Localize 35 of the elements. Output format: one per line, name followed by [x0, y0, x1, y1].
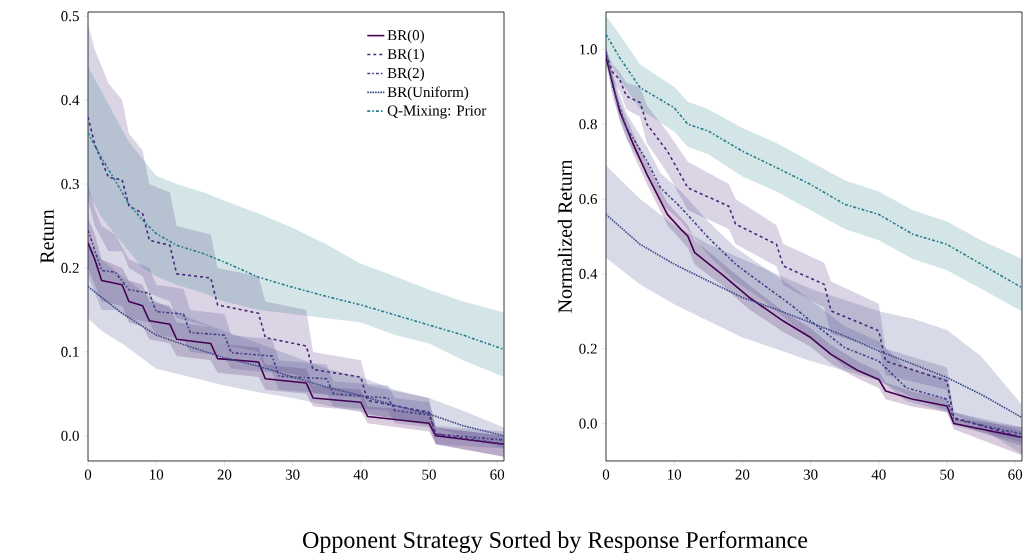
y-tick-label: 0.4: [61, 95, 80, 106]
legend-label: Q-Mixing: Prior: [387, 105, 487, 119]
y-tick-label: 0.5: [61, 11, 79, 22]
x-axis-title: Opponent Strategy Sorted by Response Performance: [303, 530, 808, 554]
x-tick-label: 40: [353, 469, 368, 480]
y-tick-label: 0.0: [579, 418, 597, 429]
legend-label: BR(Uniform): [387, 86, 469, 101]
y-axis-title: Return: [40, 209, 54, 264]
x-tick-label: 40: [871, 469, 886, 480]
legend-label: BR(0): [387, 29, 424, 44]
y-axis-title: Normalized Return: [557, 159, 572, 313]
x-tick-label: 20: [217, 469, 232, 480]
x-tick-label: 10: [668, 469, 682, 480]
x-tick-label: 30: [803, 469, 818, 480]
x-tick-label: 50: [422, 469, 436, 480]
y-tick-label: 0.8: [579, 119, 597, 130]
legend-label: BR(2): [387, 67, 424, 82]
x-tick-label: 20: [735, 469, 750, 480]
y-tick-label: 0.4: [579, 268, 598, 280]
y-tick-label: 0.2: [579, 343, 597, 354]
x-tick-label: 50: [940, 469, 954, 480]
y-tick-label: 0.1: [61, 346, 79, 357]
legend-label: BR(1): [387, 48, 424, 63]
y-tick-label: 0.6: [579, 193, 598, 205]
y-tick-label: 0.3: [61, 178, 79, 190]
x-tick-label: 10: [150, 469, 164, 480]
x-tick-label: 60: [490, 469, 505, 480]
y-tick-label: 1.0: [580, 44, 597, 55]
x-tick-label: 60: [1008, 469, 1023, 480]
x-tick-label: 30: [285, 469, 300, 480]
y-tick-label: 0.2: [61, 262, 79, 274]
x-tick-label: 0: [602, 469, 610, 480]
line-series: [88, 132, 504, 351]
x-tick-label: 0: [84, 469, 92, 480]
y-tick-label: 0.0: [61, 430, 79, 441]
